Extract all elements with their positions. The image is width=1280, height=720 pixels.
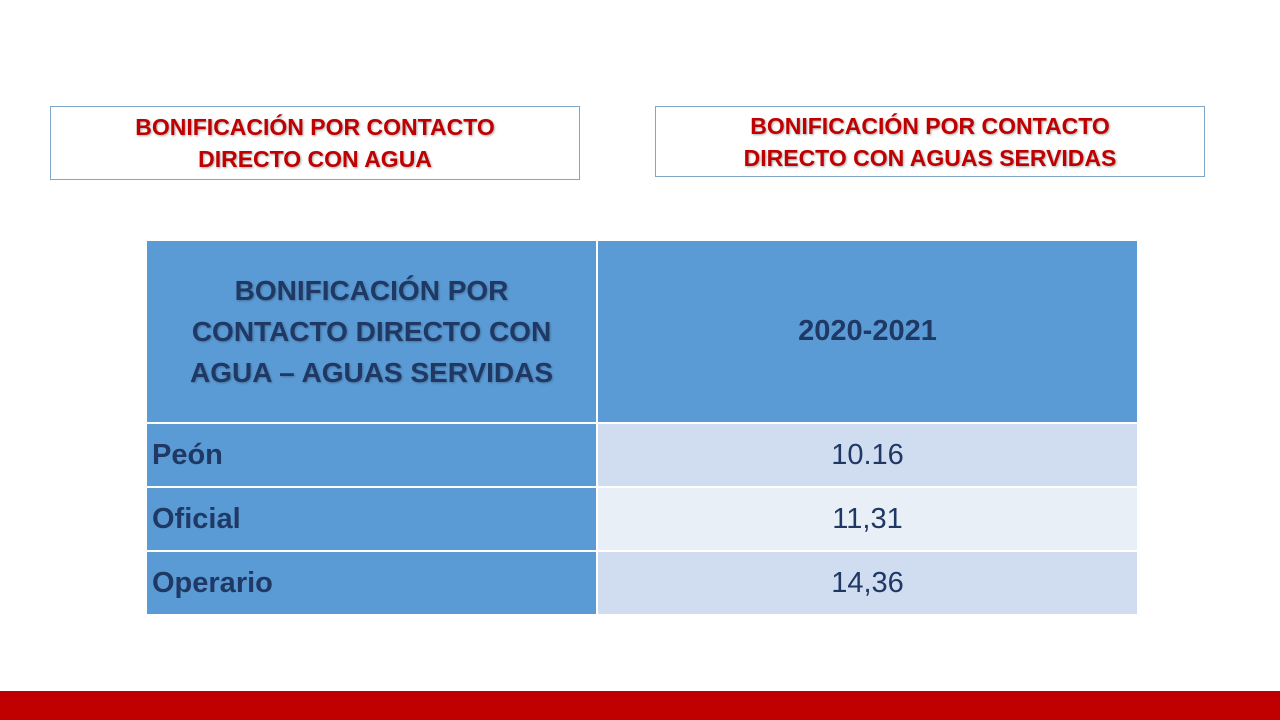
row-label-operario: Operario (145, 550, 598, 616)
row-value-peon: 10.16 (596, 422, 1139, 488)
bonus-table: BONIFICACIÓN POR CONTACTO DIRECTO CON AG… (145, 239, 1139, 616)
title-box-agua-line2: DIRECTO CON AGUA (198, 146, 432, 172)
title-box-aguas-servidas-line2: DIRECTO CON AGUAS SERVIDAS (743, 144, 1117, 171)
footer-bar (0, 691, 1280, 720)
title-box-aguas-servidas: BONIFICACIÓN POR CONTACTO DIRECTO CON AG… (655, 106, 1205, 177)
row-label-oficial: Oficial (145, 486, 598, 552)
table-header-label-line3: AGUA – AGUAS SERVIDAS (189, 357, 554, 388)
table-header-row: BONIFICACIÓN POR CONTACTO DIRECTO CON AG… (145, 239, 1139, 424)
title-box-agua-line1: BONIFICACIÓN POR CONTACTO (135, 114, 495, 140)
table-header-label-line2: CONTACTO DIRECTO CON (191, 316, 552, 347)
title-box-aguas-servidas-line1: BONIFICACIÓN POR CONTACTO (750, 112, 1110, 139)
table-header-label-line1: BONIFICACIÓN POR (234, 275, 509, 306)
row-value-oficial: 11,31 (596, 486, 1139, 552)
table-header-label: BONIFICACIÓN POR CONTACTO DIRECTO CON AG… (145, 239, 598, 424)
row-value-operario: 14,36 (596, 550, 1139, 616)
title-box-agua: BONIFICACIÓN POR CONTACTO DIRECTO CON AG… (50, 106, 580, 180)
table-row: Operario 14,36 (145, 550, 1139, 616)
row-label-peon: Peón (145, 422, 598, 488)
table-row: Oficial 11,31 (145, 486, 1139, 552)
table-row: Peón 10.16 (145, 422, 1139, 488)
table-header-period: 2020-2021 (596, 239, 1139, 424)
